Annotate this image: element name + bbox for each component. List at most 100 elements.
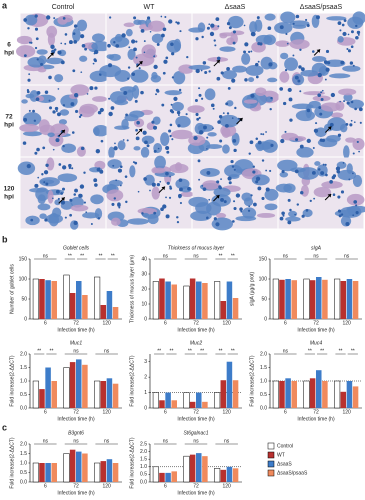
y-axis-label: Fold increase(2-ΔΔCT) xyxy=(9,355,15,406)
goblet-cell xyxy=(347,49,351,53)
goblet-cell xyxy=(30,41,33,44)
goblet-cell xyxy=(165,196,167,199)
goblet-cell xyxy=(55,138,60,143)
goblet-cell xyxy=(340,190,345,194)
goblet-cell xyxy=(168,19,173,24)
goblet-cell xyxy=(260,133,263,135)
goblet-cell xyxy=(198,87,201,90)
sig-label: ** xyxy=(99,253,103,259)
goblet-cell xyxy=(255,137,259,141)
villus xyxy=(313,186,332,198)
villus xyxy=(160,132,170,147)
goblet-cell xyxy=(93,52,96,55)
goblet-cell xyxy=(159,180,162,183)
goblet-cell xyxy=(292,54,295,57)
x-tick-label: 120 xyxy=(102,320,111,326)
goblet-cell xyxy=(284,68,288,72)
y-axis-label: Fold increase(2-ΔΔCT) xyxy=(129,355,135,406)
tissue xyxy=(19,84,109,157)
goblet-cell xyxy=(160,15,163,18)
goblet-cell xyxy=(52,110,56,114)
goblet-cell xyxy=(176,110,181,115)
villus xyxy=(173,70,186,85)
y-tick-label: 2 xyxy=(144,374,147,380)
sig-label: ns xyxy=(43,438,49,444)
y-tick-label: 0.5 xyxy=(260,392,267,398)
y-tick-label: 3 xyxy=(144,359,147,365)
villus xyxy=(330,112,344,119)
sig-label: ns xyxy=(283,253,289,259)
goblet-cell xyxy=(28,109,31,112)
goblet-cell xyxy=(284,130,287,133)
goblet-cell xyxy=(350,100,354,104)
goblet-cell xyxy=(178,178,183,183)
goblet-cell xyxy=(78,193,83,198)
goblet-cell xyxy=(281,170,285,174)
goblet-cell xyxy=(58,163,62,166)
goblet-cell xyxy=(60,200,66,205)
villus xyxy=(346,205,365,213)
villus xyxy=(289,20,310,27)
bar xyxy=(202,283,208,319)
villus xyxy=(151,71,158,80)
bar xyxy=(82,295,88,319)
goblet-cell xyxy=(75,109,79,113)
goblet-cell xyxy=(71,131,75,134)
goblet-cell xyxy=(280,138,285,144)
y-tick-label: 150 xyxy=(259,256,268,262)
goblet-cell xyxy=(329,122,334,127)
tissue xyxy=(17,157,106,230)
villus xyxy=(321,181,343,189)
arrow-head xyxy=(161,186,165,191)
y-tick-label: 0 xyxy=(24,316,27,322)
goblet-cell xyxy=(282,101,287,106)
goblet-cell xyxy=(62,16,66,20)
bar xyxy=(45,367,51,408)
y-tick-label: 1 xyxy=(144,390,147,396)
goblet-cell xyxy=(74,188,78,193)
villus xyxy=(166,39,181,53)
goblet-cell xyxy=(317,72,322,78)
column-label: WT xyxy=(144,4,156,11)
chart-title: Muc1 xyxy=(70,340,82,346)
villus xyxy=(275,40,290,47)
goblet-cell xyxy=(321,89,324,92)
villus xyxy=(292,74,305,86)
villus xyxy=(151,33,164,44)
villus xyxy=(59,109,70,116)
bar xyxy=(303,278,310,320)
x-tick-label: 72 xyxy=(73,409,79,415)
goblet-cell xyxy=(227,86,231,90)
goblet-cell xyxy=(294,213,297,216)
bar xyxy=(189,401,196,408)
goblet-cell xyxy=(51,49,56,54)
villus xyxy=(82,212,100,219)
villus xyxy=(47,132,55,138)
goblet-cell xyxy=(223,200,227,204)
goblet-cell xyxy=(332,174,337,178)
goblet-cell xyxy=(35,37,39,41)
goblet-cell xyxy=(36,58,39,61)
goblet-cell xyxy=(185,113,188,116)
y-tick-label: 1.0 xyxy=(20,378,27,384)
bar xyxy=(352,386,359,408)
goblet-cell xyxy=(324,78,327,81)
bar xyxy=(202,401,208,408)
x-tick-label: 72 xyxy=(73,320,79,326)
goblet-cell xyxy=(243,24,246,27)
goblet-cell xyxy=(187,187,191,191)
villus xyxy=(153,167,166,174)
bar xyxy=(45,280,51,319)
y-tick-label: 1.5 xyxy=(140,457,147,463)
villus xyxy=(106,189,124,202)
goblet-cell xyxy=(95,148,101,154)
goblet-cell xyxy=(267,26,272,31)
villus xyxy=(280,52,289,60)
goblet-cell xyxy=(173,96,178,102)
sig-label: ** xyxy=(320,348,324,354)
goblet-cell xyxy=(321,138,326,143)
goblet-cell xyxy=(123,90,128,95)
goblet-cell xyxy=(80,71,83,74)
bar xyxy=(32,278,39,320)
goblet-cell xyxy=(34,46,38,50)
